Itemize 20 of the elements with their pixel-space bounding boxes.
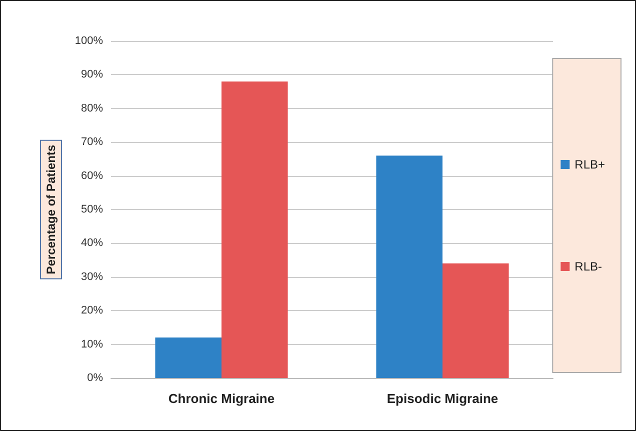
y-tick-label: 80% <box>80 102 104 114</box>
legend-label: RLB+ <box>574 158 606 172</box>
y-tick-label: 60% <box>80 170 104 182</box>
y-tick-label: 50% <box>80 204 104 216</box>
y-tick-label: 90% <box>80 68 104 81</box>
y-tick-label: 10% <box>80 338 104 350</box>
y-tick-label: 20% <box>80 304 104 317</box>
y-tick-label: 40% <box>80 237 104 250</box>
x-tick-label: Chronic Migraine <box>168 391 275 406</box>
y-tick-label: 0% <box>87 372 104 384</box>
x-tick-label: Episodic Migraine <box>386 391 498 406</box>
y-axis-title: Percentage of Patients <box>44 144 58 274</box>
bar <box>155 338 222 378</box>
bar <box>442 263 509 378</box>
bar <box>376 156 442 378</box>
y-tick-label: 100% <box>74 35 104 47</box>
bar <box>222 81 288 378</box>
legend-label: RLB- <box>574 260 602 274</box>
y-tick-label: 70% <box>80 136 104 148</box>
y-tick-label: 30% <box>80 270 104 283</box>
